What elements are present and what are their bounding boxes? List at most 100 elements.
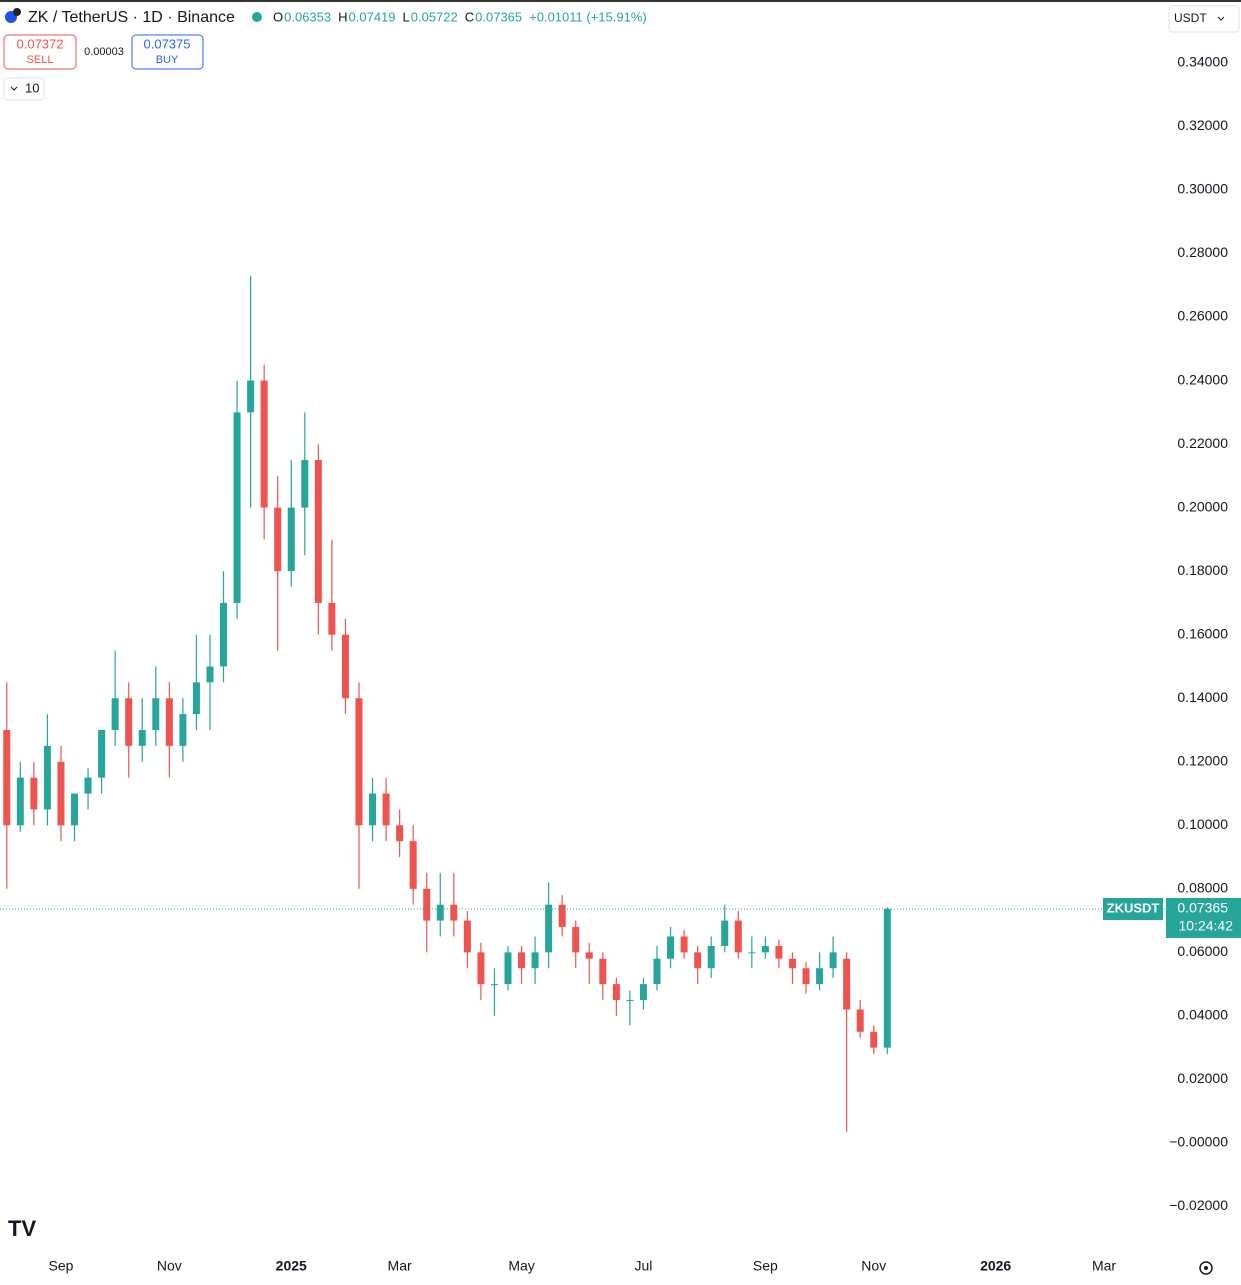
candle-body	[477, 952, 485, 985]
y-tick-label: 0.10000	[1177, 816, 1228, 832]
y-tick-label: 0.26000	[1177, 308, 1228, 324]
candle-body	[233, 412, 241, 603]
candle-body	[761, 945, 769, 953]
y-tick-label: −0.02000	[1169, 1197, 1228, 1213]
candle-body	[721, 920, 729, 946]
market-status	[252, 12, 262, 22]
candle-body	[43, 745, 51, 810]
y-tick-label: 0.16000	[1177, 625, 1228, 641]
y-tick-label: 0.30000	[1177, 181, 1228, 197]
candle-body	[883, 908, 891, 1048]
candle-body	[382, 793, 390, 826]
chevron-icon	[10, 86, 18, 91]
indicator-count: 10	[25, 80, 39, 95]
ohlc-label: L	[403, 9, 410, 24]
candle-body	[328, 602, 336, 635]
candle-body	[843, 958, 851, 1010]
candle-body	[558, 904, 566, 927]
y-tick-label: 0.14000	[1177, 689, 1228, 705]
x-tick-label: 2025	[276, 1258, 307, 1274]
y-tick-label: 0.34000	[1177, 54, 1228, 70]
y-tick-label: 0.32000	[1177, 117, 1228, 133]
y-tick-label: 0.12000	[1177, 752, 1228, 768]
currency-button[interactable]	[1168, 5, 1240, 33]
ohlc-label: C	[465, 9, 474, 24]
candle-body	[287, 507, 295, 572]
x-tick-label: Nov	[157, 1258, 182, 1274]
symbol-icon	[13, 8, 21, 16]
ohlc-label: H	[338, 9, 347, 24]
y-tick-label: −0.00000	[1169, 1134, 1228, 1150]
y-tick-label: 0.06000	[1177, 943, 1228, 959]
candle-body	[748, 952, 756, 954]
symbol-title[interactable]: ZK / TetherUS · 1D · Binance	[28, 9, 235, 26]
sell-label: SELL	[27, 54, 54, 66]
candle-body	[260, 380, 268, 508]
buy-label: BUY	[156, 54, 179, 66]
candle-body	[463, 920, 471, 953]
candle-body	[165, 698, 173, 746]
price-tag	[1166, 897, 1241, 938]
candle-body	[504, 952, 512, 985]
candle-body	[802, 968, 810, 985]
candle-body	[518, 952, 526, 969]
candle-body	[98, 729, 106, 778]
candle-body	[220, 602, 228, 667]
tradingview-logo[interactable]: TV	[8, 1216, 36, 1241]
candle-body	[450, 904, 458, 921]
candle-body	[653, 958, 661, 985]
buy-button[interactable]	[131, 34, 204, 70]
indicators-toggle[interactable]	[3, 77, 45, 101]
candle-body	[71, 793, 79, 826]
buy-price: 0.07375	[144, 36, 191, 51]
ohlc-value: 0.07365	[475, 9, 522, 24]
x-tick-label: 2026	[980, 1258, 1011, 1274]
settings-icon[interactable]	[1199, 1261, 1213, 1275]
candle-body	[247, 380, 255, 413]
candle-body	[707, 945, 715, 969]
price-tag-countdown: 10:24:42	[1179, 918, 1234, 934]
candle-body	[423, 888, 431, 921]
candle-body	[788, 958, 796, 969]
dropdown-icon	[1217, 16, 1225, 21]
candle-body	[314, 459, 322, 603]
y-tick-label: 0.08000	[1177, 880, 1228, 896]
candle-body	[639, 984, 647, 1000]
plot-area: 0.34000 0.32000 0.30000 0.28000 0.26000 0.240…	[0, 54, 1241, 1274]
x-tick-label: Mar	[1092, 1258, 1116, 1274]
candle-body	[409, 841, 417, 889]
candle-body	[179, 714, 187, 746]
candle-body	[138, 729, 146, 746]
candle-body	[680, 936, 688, 953]
candle-body	[125, 698, 133, 746]
y-tick-label: 0.20000	[1177, 498, 1228, 514]
candle-body	[396, 825, 404, 842]
candle-body	[192, 682, 200, 715]
symbol-tag	[1103, 897, 1163, 920]
ohlc-value: +0.01011 (+15.91%)	[529, 9, 647, 24]
x-tick-label: Jul	[635, 1258, 653, 1274]
candle-body	[355, 698, 363, 826]
candle-body	[152, 698, 160, 730]
candle-body	[57, 761, 65, 826]
x-tick-label: May	[508, 1258, 534, 1274]
ohlc-value: 0.05722	[411, 9, 458, 24]
sell-button[interactable]	[3, 34, 77, 70]
candle-body	[734, 920, 742, 953]
y-tick-label: 0.02000	[1177, 1070, 1228, 1086]
candle-body	[206, 666, 214, 683]
candle-body	[599, 958, 607, 985]
candle-body	[490, 984, 498, 986]
ohlc-value: 0.06353	[284, 9, 331, 24]
candle-body	[531, 952, 539, 969]
candle-body	[545, 904, 553, 953]
spread: 0.00003	[84, 46, 124, 58]
candle-body	[436, 904, 444, 921]
currency: USDT	[1174, 11, 1207, 25]
x-tick-label: Nov	[861, 1258, 886, 1274]
candle-body	[626, 1000, 634, 1001]
candle-body	[694, 952, 702, 969]
candle-body	[274, 507, 282, 572]
